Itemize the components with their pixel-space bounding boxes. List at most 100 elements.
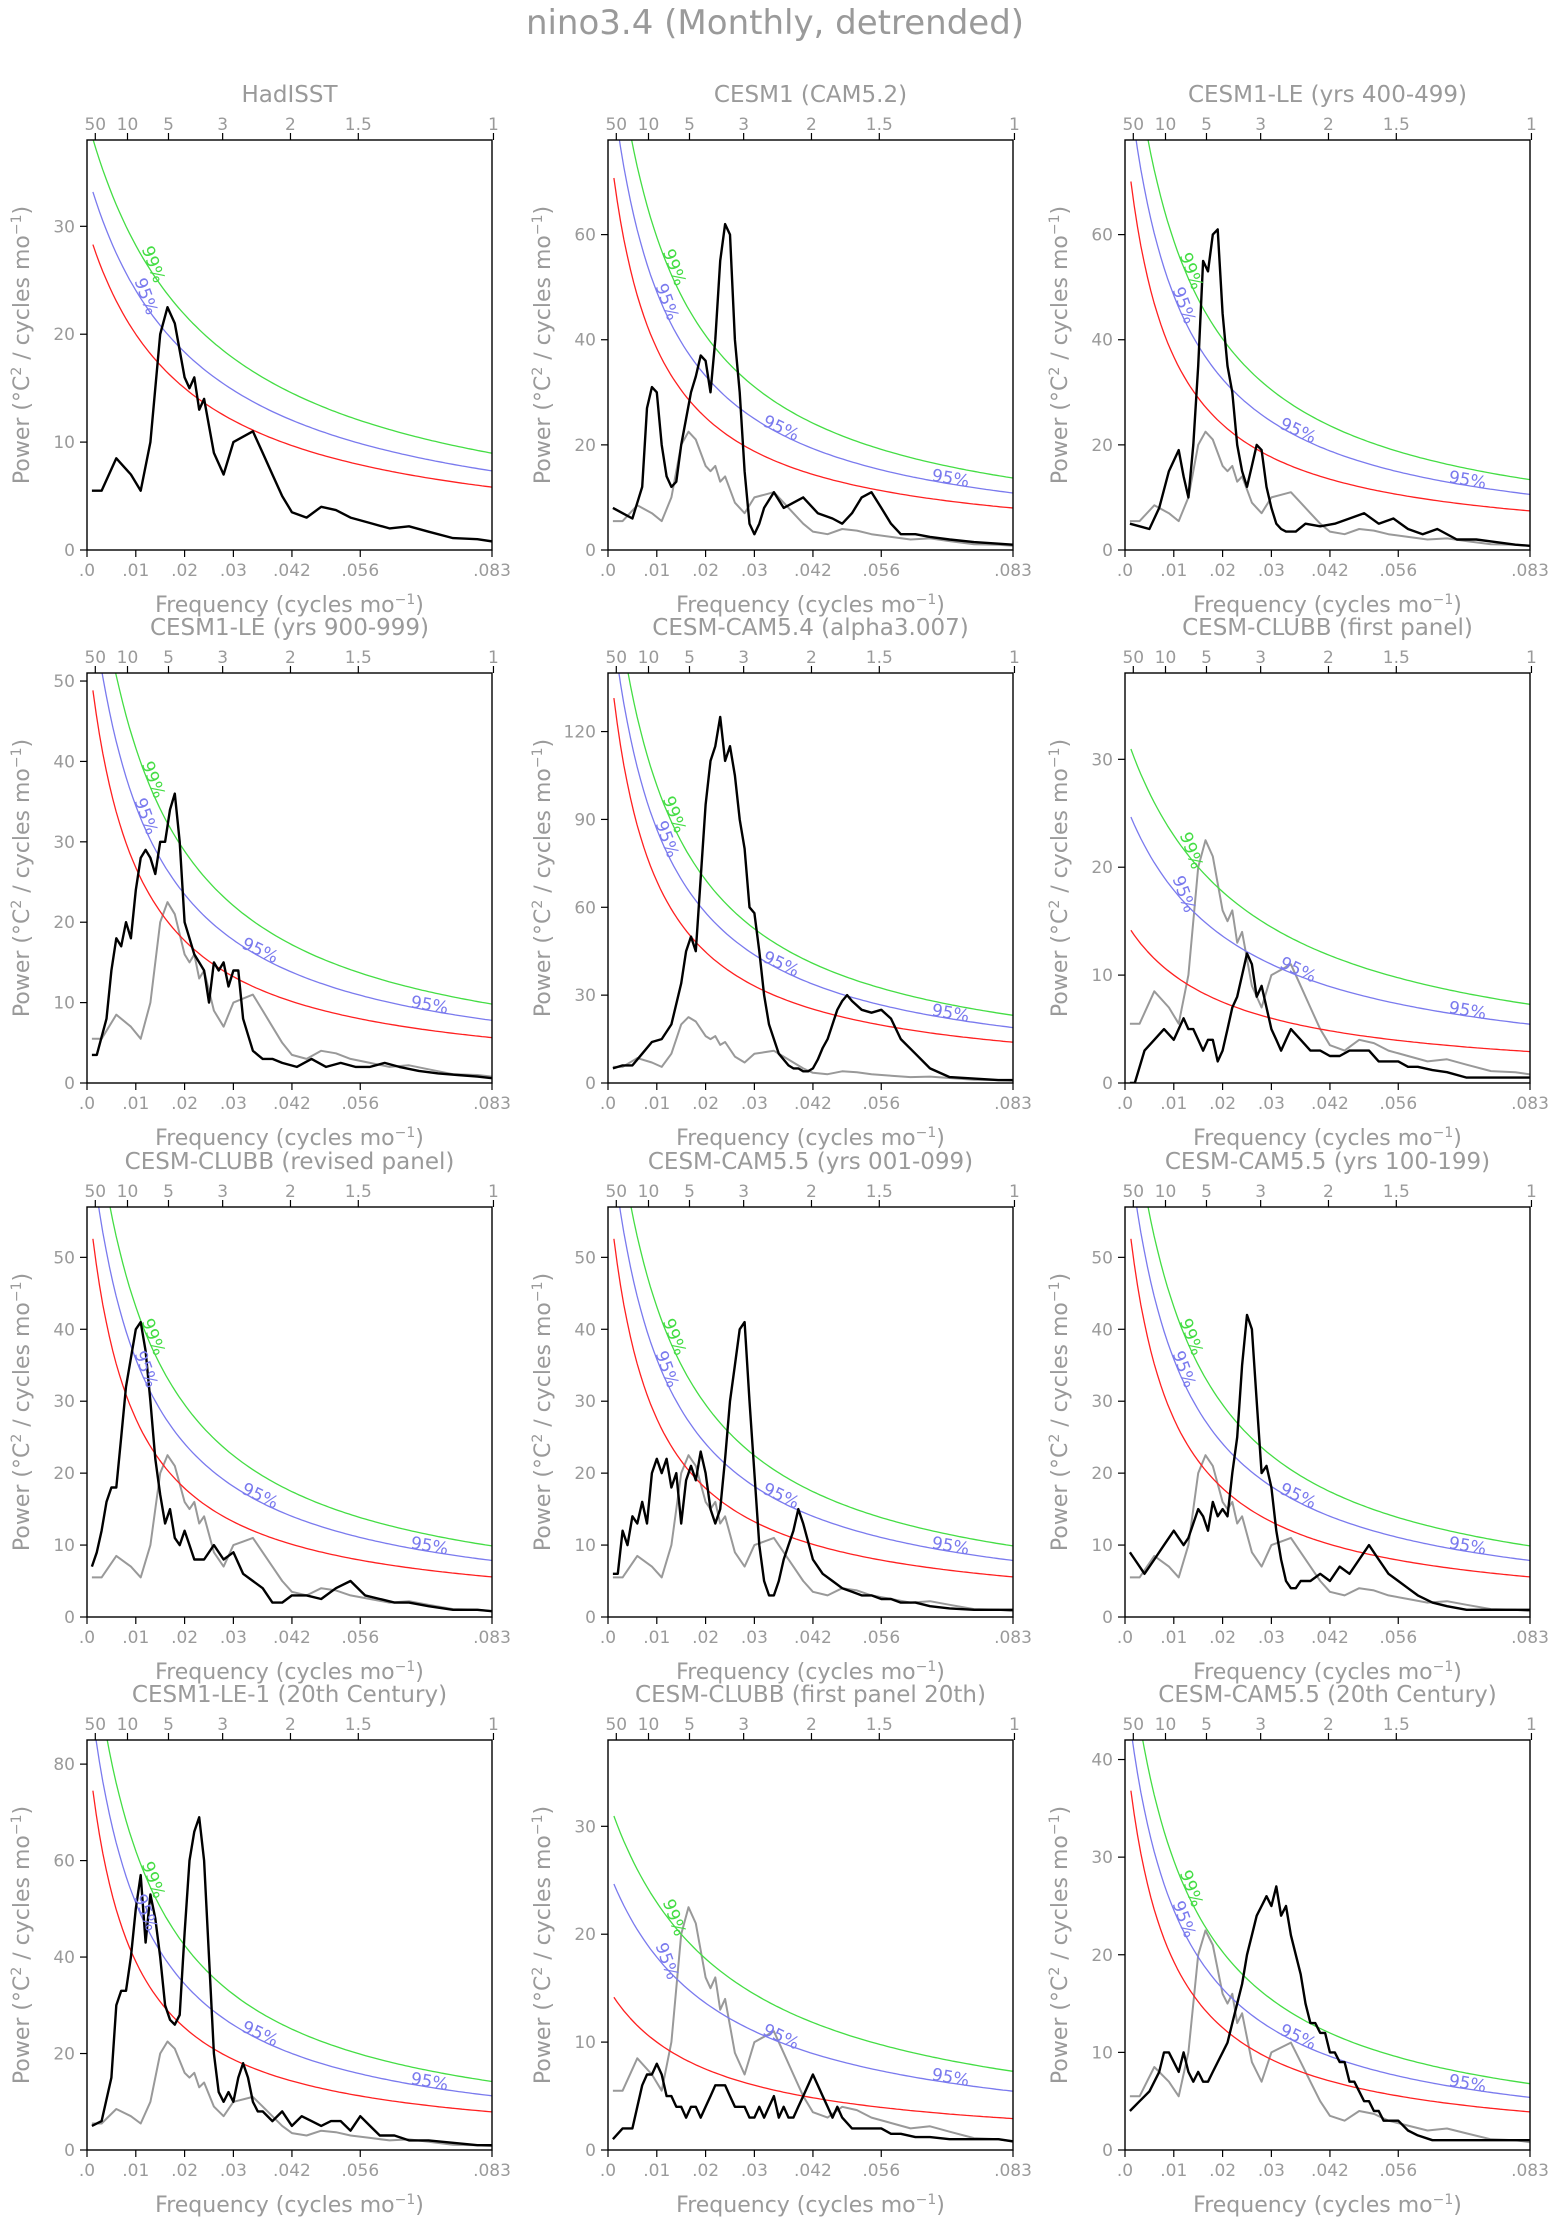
period-tick-label: 1 [488, 1715, 499, 1735]
y-axis-label-sup: 2 [530, 1967, 546, 1976]
y-tick-label: 20 [53, 325, 75, 345]
y-axis-label-close: ) [10, 206, 35, 215]
x-tick-label: .01 [643, 1094, 670, 1114]
y-axis-label-close: ) [1048, 206, 1073, 215]
spectrum-line [91, 792, 492, 1080]
x-tick-label: .02 [1209, 561, 1236, 581]
x-tick-label: .03 [220, 561, 247, 581]
y-tick-label: 30 [1091, 1392, 1113, 1412]
reference-line [91, 1454, 492, 1613]
x-tick-label: .056 [862, 561, 900, 581]
y-tick-label: 10 [1091, 1536, 1113, 1556]
y-tick-label: 60 [1091, 226, 1113, 246]
sig95-line [613, 1883, 1013, 2092]
y-tick-label: 40 [53, 752, 75, 772]
x-axis-label: Frequency (cycles mo−1) [1193, 2192, 1462, 2217]
y-axis-label: Power (°C2 / cycles mo−1) [9, 1273, 35, 1551]
x-tick-label: .02 [171, 1094, 198, 1114]
period-tick-label: 1 [1526, 115, 1537, 135]
x-tick-label: .042 [1311, 1094, 1349, 1114]
y-tick-label: 30 [574, 1392, 596, 1412]
significance-label: 95% [760, 1479, 803, 1513]
y-axis-label-close: ) [1048, 1273, 1073, 1282]
x-tick-label: .042 [794, 1094, 832, 1114]
x-axis-label: Frequency (cycles mo−1) [676, 1659, 945, 1685]
y-tick-label: 20 [1091, 436, 1113, 456]
y-tick-label: 0 [585, 541, 596, 561]
y-axis-label: Power (°C2 / cycles mo−1) [1047, 1806, 1073, 2084]
x-tick-label: .02 [692, 1094, 719, 1114]
x-tick-label: .0 [79, 2161, 95, 2181]
y-tick-label: 0 [1102, 1074, 1113, 1094]
spectrum-line [91, 1815, 492, 2147]
significance-label: 95% [760, 412, 803, 446]
x-axis-label-end: ) [1453, 1660, 1462, 1685]
period-tick-label: 2 [1323, 1715, 1334, 1735]
period-tick-label: 10 [1155, 1182, 1177, 1202]
x-tick-label: .01 [643, 2161, 670, 2181]
x-axis-label: Frequency (cycles mo−1) [676, 592, 945, 618]
x-axis-label: Frequency (cycles mo−1) [155, 592, 424, 618]
y-axis-label-close: ) [531, 1806, 556, 1815]
y-tick-label: 20 [1091, 1946, 1113, 1966]
period-tick-label: 50 [84, 1715, 106, 1735]
x-axis-label-end: ) [415, 593, 424, 618]
reference-line [91, 901, 492, 1078]
sig99-line [613, 1815, 1013, 2072]
period-tick-label: 1 [488, 115, 499, 135]
period-tick-label: 2 [1323, 1182, 1334, 1202]
x-tick-label: .083 [994, 1628, 1032, 1648]
y-tick-label: 10 [53, 994, 75, 1014]
x-tick-label: .056 [1379, 2161, 1417, 2181]
x-axis-label: Frequency (cycles mo−1) [1193, 1125, 1462, 1151]
x-axis-label-sup: −1 [916, 2192, 937, 2208]
period-tick-label: 50 [84, 648, 106, 668]
y-axis-label-mid: / cycles mo [531, 1302, 556, 1434]
period-tick-label: 50 [84, 115, 106, 135]
panel-9: CESM-CAM5.5 (yrs 100-199) 50 10 5 3 2 1.5 1 .0 .0… [1047, 1149, 1549, 1685]
x-tick-label: .042 [794, 1628, 832, 1648]
y-tick-label: 10 [53, 1536, 75, 1556]
plot-frame [1124, 139, 1531, 551]
y-axis-label-sup2: −1 [530, 747, 546, 768]
x-tick-label: .01 [643, 1628, 670, 1648]
period-tick-label: 2 [285, 648, 296, 668]
y-tick-label: 20 [53, 2045, 75, 2065]
period-tick-label: 50 [1122, 1715, 1144, 1735]
x-tick-label: .083 [1511, 2161, 1549, 2181]
y-tick-label: 50 [574, 1248, 596, 1268]
panel-title: CESM-CLUBB (first panel 20th) [635, 1682, 986, 1708]
y-axis-label-close: ) [1048, 1806, 1073, 1815]
y-tick-label: 20 [574, 1925, 596, 1945]
red_noise-line [613, 1996, 1013, 2120]
y-axis-label-mid: / cycles mo [1048, 1835, 1073, 1967]
period-tick-label: 50 [605, 1182, 627, 1202]
period-tick-label: 2 [1323, 115, 1334, 135]
period-tick-label: 3 [738, 1182, 749, 1202]
red_noise-line [1130, 1790, 1530, 2113]
period-tick-label: 50 [84, 1182, 106, 1202]
y-tick-label: 30 [53, 833, 75, 853]
x-axis-label-end: ) [936, 1126, 945, 1151]
panel-2: CESM1 (CAM5.2) 50 10 5 3 2 1.5 1 .0 .01 .02 .03 .042… [530, 82, 1032, 618]
period-tick-label: 1 [1009, 1715, 1020, 1735]
sig99-line [630, 1207, 1013, 1547]
x-tick-label: .042 [273, 1628, 311, 1648]
period-tick-label: 5 [684, 115, 695, 135]
y-tick-label: 60 [574, 898, 596, 918]
x-axis-label-end: ) [936, 1660, 945, 1685]
spectrum-line [612, 715, 1013, 1082]
y-axis-label: Power (°C2 / cycles mo−1) [9, 739, 35, 1017]
x-axis-label-end: ) [936, 2193, 945, 2217]
y-tick-label: 30 [574, 1817, 596, 1837]
y-axis-label-sup: 2 [9, 1967, 25, 1976]
x-axis-label-sup: −1 [916, 1659, 937, 1675]
y-tick-label: 40 [53, 1320, 75, 1340]
period-tick-label: 2 [1323, 648, 1334, 668]
x-tick-label: .0 [79, 1094, 95, 1114]
x-axis-label-sup: −1 [395, 2192, 416, 2208]
panel-title: CESM-CLUBB (first panel) [1182, 615, 1473, 641]
sig99-line [109, 1207, 492, 1547]
reference-line [1129, 430, 1530, 547]
y-tick-label: 0 [1102, 1608, 1113, 1628]
